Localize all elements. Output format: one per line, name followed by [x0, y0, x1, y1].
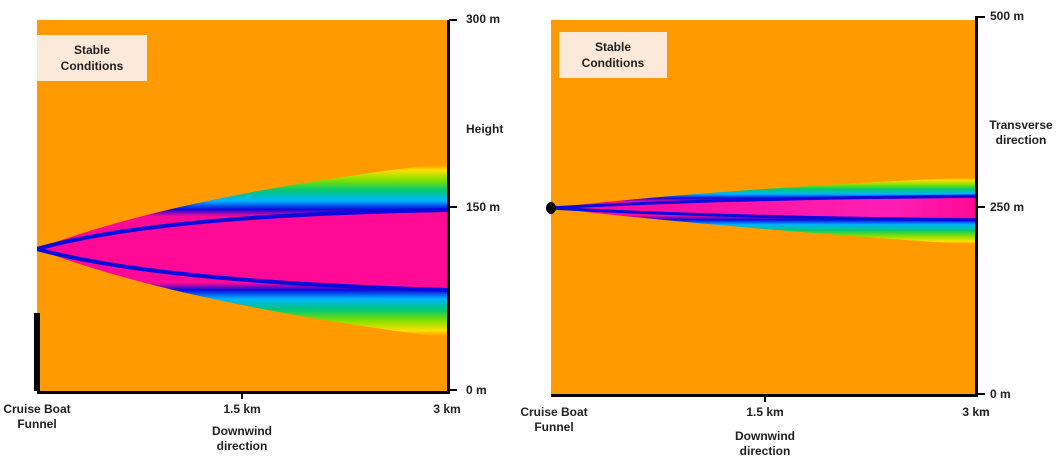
right-x-tick-mid: 1.5 km — [746, 405, 784, 419]
right-x-axis-line — [551, 394, 977, 397]
right-y-tick-500: 500 m — [990, 9, 1025, 23]
left-x-axis-line — [37, 391, 449, 394]
funnel-marker — [546, 202, 556, 214]
right-x-axis-label: Downwind direction — [735, 429, 795, 458]
right-y-tick-0: 0 m — [990, 387, 1011, 401]
right-y-axis-label: Transverse direction — [989, 118, 1053, 147]
right-y-axis-line — [975, 16, 978, 397]
right-plume-plot — [551, 20, 976, 394]
left-y-axis-line — [447, 20, 450, 394]
left-y-tick-0: 0 m — [466, 383, 487, 397]
right-y-tick-250: 250 m — [990, 200, 1025, 214]
left-x-tick-mid: 1.5 km — [223, 402, 261, 416]
left-x-tick-origin: Cruise Boat Funnel — [3, 402, 71, 431]
left-y-tick-300: 300 m — [466, 12, 501, 26]
left-y-axis-label: Height — [466, 122, 504, 136]
left-x-tick-end: 3 km — [433, 402, 461, 416]
left-y-tick-150: 150 m — [466, 200, 501, 214]
left-condition-label: Stable Conditions — [37, 35, 147, 81]
plume-core — [551, 198, 976, 218]
left-plume-plot — [37, 20, 448, 391]
right-condition-label: Stable Conditions — [559, 32, 667, 78]
right-x-tick-end: 3 km — [962, 405, 990, 419]
plume-core — [37, 212, 448, 288]
funnel-marker — [34, 313, 40, 391]
left-x-axis-label: Downwind direction — [212, 424, 272, 453]
right-x-tick-origin: Cruise Boat Funnel — [520, 405, 588, 434]
